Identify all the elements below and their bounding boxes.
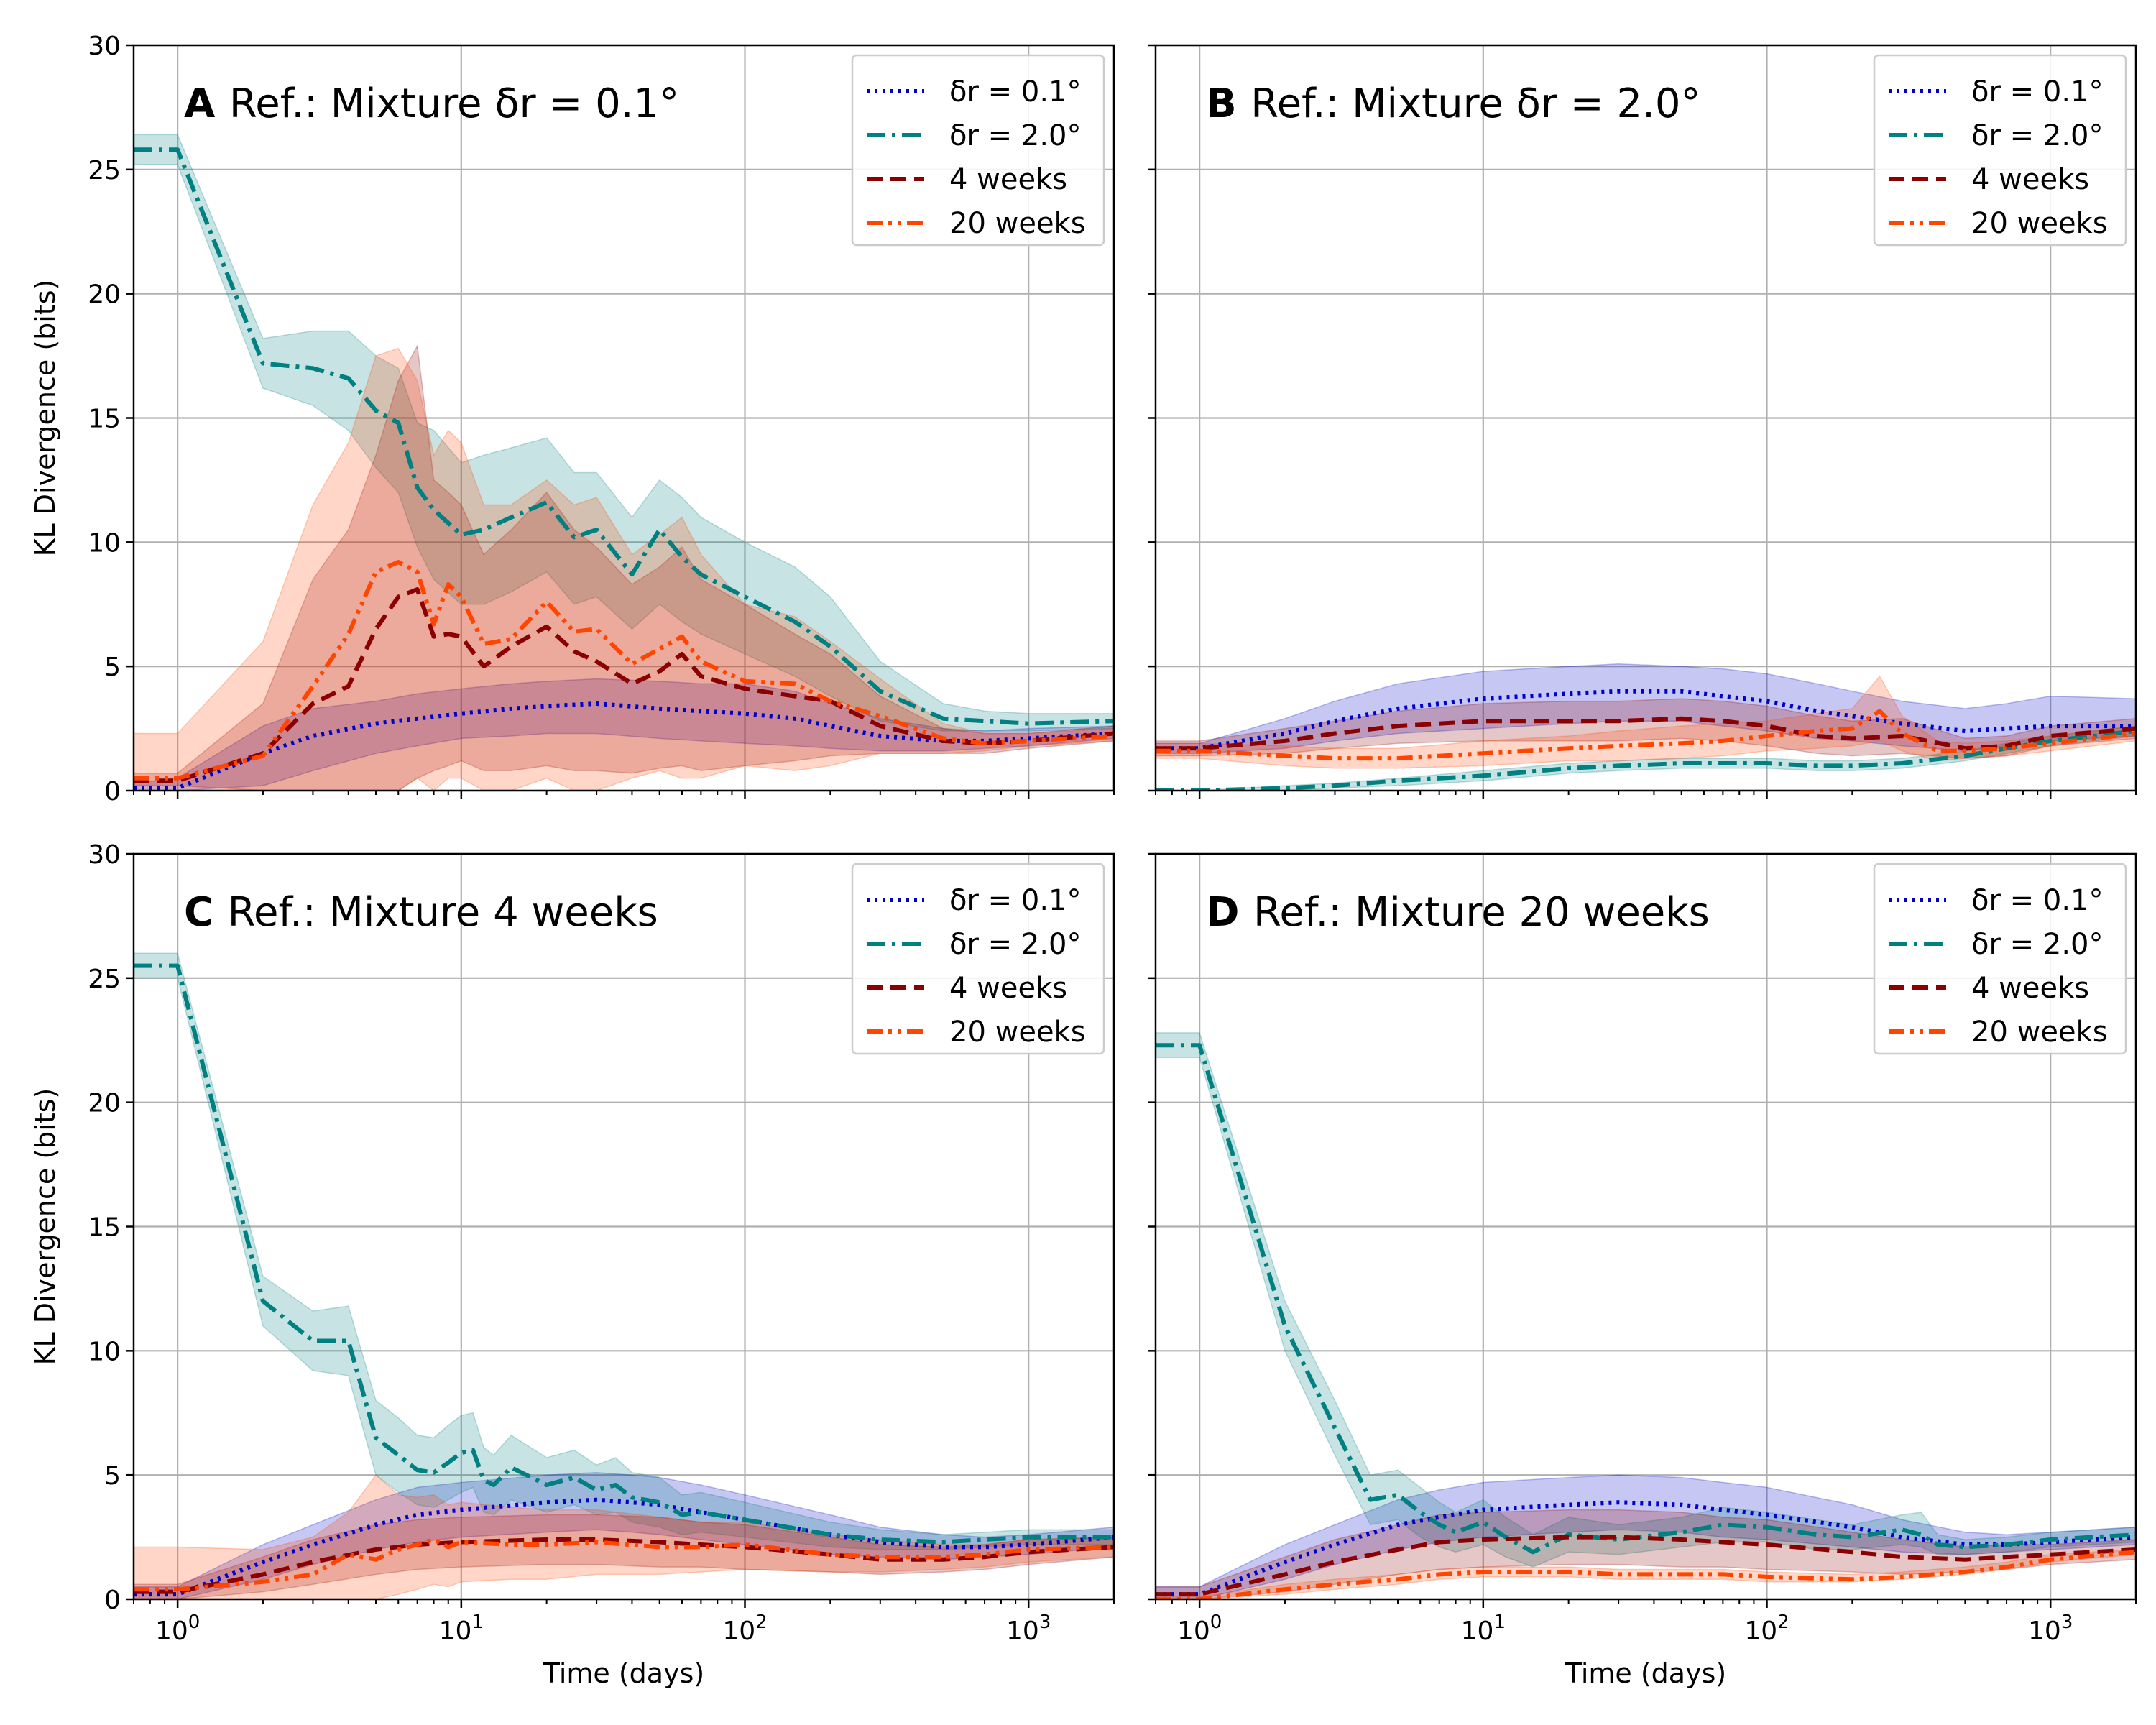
series-lines bbox=[1156, 689, 2136, 791]
panel-title: A Ref.: Mixture δr = 0.1° bbox=[184, 80, 679, 127]
series-line-w20 bbox=[134, 1537, 1114, 1592]
panel-c: 0 5 10 15 20 25 30 100 101 102 103 KL Divergence (b… bbox=[29, 840, 1115, 1689]
y-tick-label: 20 bbox=[88, 1089, 121, 1118]
legend-label-d20: δr = 2.0° bbox=[1971, 119, 2103, 152]
panel-title: B Ref.: Mixture δr = 2.0° bbox=[1206, 80, 1701, 127]
y-tick-label: 25 bbox=[88, 965, 121, 994]
band-w20 bbox=[134, 347, 1114, 791]
legend-label-d20: δr = 2.0° bbox=[949, 119, 1081, 152]
band-d20 bbox=[134, 952, 1114, 1550]
y-tick-label: 25 bbox=[88, 156, 121, 185]
legend-label-w4: 4 weeks bbox=[949, 163, 1067, 196]
confidence-bands bbox=[134, 134, 1114, 791]
grid bbox=[1156, 852, 2136, 1601]
y-axis-label: KL Divergence (bits) bbox=[29, 1088, 61, 1366]
panel-title: C Ref.: Mixture 4 weeks bbox=[184, 889, 658, 936]
series-line-w20 bbox=[134, 560, 1114, 781]
band-d01 bbox=[134, 678, 1114, 791]
band-w4 bbox=[134, 344, 1114, 791]
x-tick-label: 102 bbox=[722, 1611, 767, 1646]
band-d20 bbox=[1156, 1032, 2136, 1568]
legend-label-w20: 20 weeks bbox=[949, 207, 1086, 240]
y-tick-label: 0 bbox=[104, 1586, 121, 1615]
y-tick-label: 15 bbox=[88, 1213, 121, 1243]
series-line-w4 bbox=[134, 1537, 1114, 1594]
x-tick-label: 103 bbox=[2028, 1611, 2073, 1646]
series-line-d20 bbox=[134, 147, 1114, 726]
series-lines bbox=[134, 147, 1114, 791]
legend-label-d01: δr = 0.1° bbox=[1971, 75, 2103, 109]
panel-a: 0 5 10 15 20 25 30 KL Divergence (bits) A Ref.: … bbox=[29, 32, 1115, 806]
band-d01 bbox=[1156, 663, 2136, 754]
legend: δr = 0.1° δr = 2.0° 4 weeks 20 weeks bbox=[1873, 862, 2127, 1055]
band-w20 bbox=[134, 1474, 1114, 1599]
y-tick-label: 30 bbox=[88, 840, 121, 870]
x-tick-label: 101 bbox=[439, 1611, 484, 1646]
legend-label-w20: 20 weeks bbox=[949, 1016, 1086, 1049]
legend: δr = 0.1° δr = 2.0° 4 weeks 20 weeks bbox=[1873, 54, 2127, 247]
y-tick-label: 20 bbox=[88, 280, 121, 310]
series-line-w4 bbox=[1156, 716, 2136, 751]
legend-label-w4: 4 weeks bbox=[1971, 972, 2089, 1005]
y-tick-label: 15 bbox=[88, 405, 121, 434]
legend-label-d01: δr = 0.1° bbox=[949, 884, 1081, 917]
y-axis-label: KL Divergence (bits) bbox=[29, 280, 61, 557]
legend-label-w4: 4 weeks bbox=[1971, 163, 2089, 196]
legend-label-d01: δr = 0.1° bbox=[1971, 884, 2103, 917]
series-line-w20 bbox=[1156, 1550, 2136, 1599]
band-w4 bbox=[1156, 1509, 2136, 1599]
series-line-d01 bbox=[1156, 689, 2136, 751]
panel-title: D Ref.: Mixture 20 weeks bbox=[1206, 889, 1710, 936]
series-line-d20 bbox=[1156, 1043, 2136, 1555]
x-tick-label: 100 bbox=[1177, 1611, 1222, 1646]
series-lines bbox=[134, 963, 1114, 1597]
y-tick-label: 5 bbox=[104, 653, 121, 682]
legend-box bbox=[1873, 862, 2127, 1055]
legend-label-w20: 20 weeks bbox=[1971, 1016, 2108, 1049]
y-tick-label: 10 bbox=[88, 1337, 121, 1366]
series-line-w4 bbox=[134, 587, 1114, 783]
legend-label-d01: δr = 0.1° bbox=[949, 75, 1081, 109]
panel-d: 100 101 102 103 Time (days) D Ref.: Mixture 2… bbox=[1148, 852, 2137, 1689]
y-tick-label: 0 bbox=[104, 777, 121, 806]
y-tick-label: 30 bbox=[88, 32, 121, 61]
band-d01 bbox=[134, 1471, 1114, 1599]
legend-label-d20: δr = 2.0° bbox=[1971, 928, 2103, 961]
y-tick-label: 10 bbox=[88, 528, 121, 558]
legend-box bbox=[851, 862, 1105, 1055]
series-lines bbox=[1156, 1043, 2136, 1599]
series-line-d20 bbox=[1156, 729, 2136, 791]
band-w4 bbox=[1156, 698, 2136, 759]
confidence-bands bbox=[134, 952, 1114, 1599]
x-axis-label: Time (days) bbox=[1565, 1657, 1726, 1689]
band-w20 bbox=[1156, 675, 2136, 769]
x-tick-label: 100 bbox=[155, 1611, 200, 1646]
legend: δr = 0.1° δr = 2.0° 4 weeks 20 weeks bbox=[851, 54, 1105, 247]
x-axis-label: Time (days) bbox=[543, 1657, 704, 1689]
legend-box bbox=[1873, 54, 2127, 247]
panel-b: B Ref.: Mixture δr = 2.0° δr = 0.1° δr = 2… bbox=[1148, 44, 2137, 799]
legend-box bbox=[851, 54, 1105, 247]
x-tick-label: 102 bbox=[1744, 1611, 1789, 1646]
band-d20 bbox=[134, 134, 1114, 732]
legend: δr = 0.1° δr = 2.0° 4 weeks 20 weeks bbox=[851, 862, 1105, 1055]
x-tick-label: 103 bbox=[1006, 1611, 1051, 1646]
legend-label-w4: 4 weeks bbox=[949, 972, 1067, 1005]
legend-label-d20: δr = 2.0° bbox=[949, 928, 1081, 961]
x-tick-label: 101 bbox=[1461, 1611, 1506, 1646]
y-tick-label: 5 bbox=[104, 1461, 121, 1491]
band-w4 bbox=[134, 1514, 1114, 1599]
series-line-d20 bbox=[134, 963, 1114, 1545]
legend-label-w20: 20 weeks bbox=[1971, 207, 2108, 240]
series-line-w4 bbox=[1156, 1535, 2136, 1597]
series-line-d01 bbox=[134, 702, 1114, 791]
